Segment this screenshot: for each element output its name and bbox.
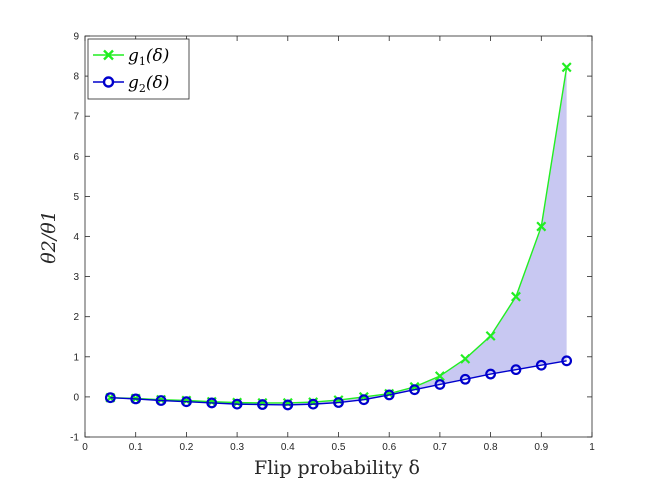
series-2-marker xyxy=(257,399,268,410)
x-tick-label: 0.5 xyxy=(332,442,346,453)
x-tick-label: 0.9 xyxy=(534,442,548,453)
legend-label-2: g2(δ) xyxy=(128,73,169,95)
axis-ticks: 0 0.1 0.2 0.3 0.4 0.5 0.6 0.7 0.8 0.9 1-1012345678… xyxy=(70,32,595,454)
x-tick-label: 0.4 xyxy=(281,442,295,453)
x-tick-label: 0.1 xyxy=(129,442,143,453)
series-2-marker xyxy=(231,398,243,410)
x-tick-label: 0.8 xyxy=(484,442,498,453)
y-tick-label: 1 xyxy=(73,352,79,363)
series-2-marker xyxy=(333,397,344,408)
y-tick-label: 8 xyxy=(73,72,79,83)
x-tick-label: 0.6 xyxy=(382,442,396,453)
series-2-marker xyxy=(409,384,420,396)
series-1-marker xyxy=(460,353,471,364)
series-2-marker xyxy=(130,393,142,405)
series-2-marker xyxy=(180,396,192,408)
series-1-marker xyxy=(561,62,572,73)
y-tick-label: 7 xyxy=(73,112,79,123)
series-2-marker xyxy=(383,389,395,401)
series-2-marker xyxy=(485,368,497,380)
x-tick-label: 0 xyxy=(82,442,88,453)
series-1-marker xyxy=(510,291,521,302)
series-1-marker xyxy=(434,371,445,382)
x-tick-label: 0.3 xyxy=(230,442,244,453)
series-line-2 xyxy=(110,360,567,406)
series-2-marker xyxy=(459,373,471,385)
series-1-marker xyxy=(282,397,293,408)
y-axis-label-group: θ2/θ1 xyxy=(38,210,60,263)
y-tick-label: 0 xyxy=(73,392,79,403)
series-2-marker xyxy=(358,394,370,406)
legend-marker-1 xyxy=(103,49,114,61)
series-2-marker xyxy=(434,379,446,390)
series-1-marker xyxy=(485,330,496,341)
y-tick-label: 9 xyxy=(73,32,79,43)
x-tick-label: 0.2 xyxy=(179,442,193,453)
series-1-marker xyxy=(308,397,319,408)
y-tick-label: 3 xyxy=(73,272,79,283)
legend-box xyxy=(87,38,190,100)
series-2-marker xyxy=(155,395,167,406)
legend-label-1: g1(δ) xyxy=(128,46,169,68)
y-tick-label: 5 xyxy=(73,192,79,203)
y-tick-label: 6 xyxy=(73,152,79,163)
series-2-marker xyxy=(282,399,294,411)
series-2-marker xyxy=(561,355,573,367)
series-2-marker xyxy=(510,364,522,376)
series-2-marker xyxy=(104,392,116,404)
series-2-marker xyxy=(535,359,547,371)
x-tick-label: 0.7 xyxy=(433,442,447,453)
y-tick-label: 2 xyxy=(73,312,79,323)
legend: g1(δ) g2(δ) xyxy=(87,38,190,100)
y-axis-label: θ2/θ1 xyxy=(38,210,60,263)
series-2-marker xyxy=(307,398,319,410)
legend-marker-2 xyxy=(102,76,115,88)
series-1-marker xyxy=(536,221,547,232)
chart-marks xyxy=(104,62,573,411)
x-tick-label: 1 xyxy=(589,442,595,453)
y-tick-label: -1 xyxy=(70,433,79,444)
x-axis-label: Flip probability δ xyxy=(254,457,420,479)
y-tick-label: 4 xyxy=(73,232,79,243)
series-2-marker xyxy=(206,397,218,409)
